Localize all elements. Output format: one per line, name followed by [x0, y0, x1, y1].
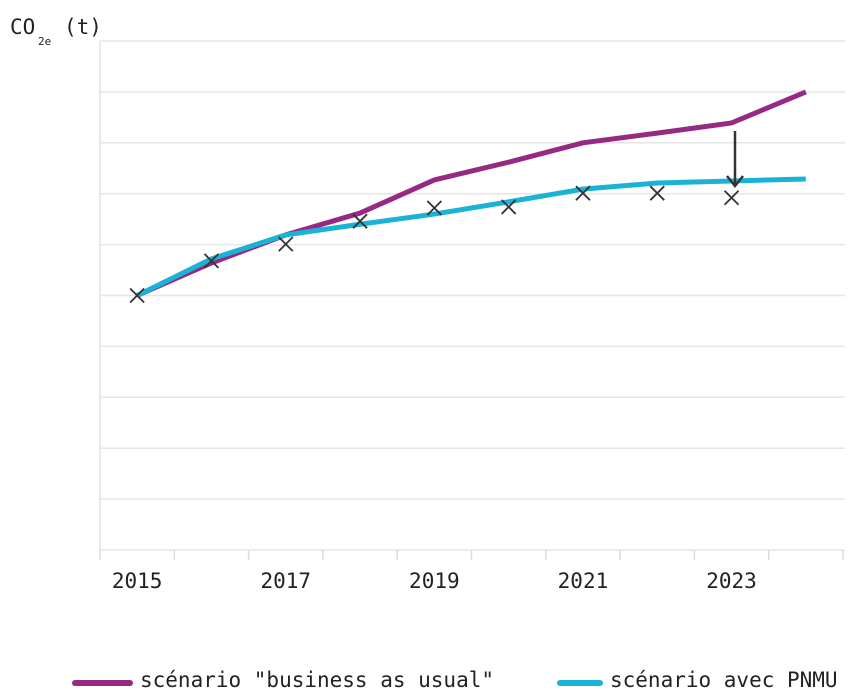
y-axis-title: CO 2e (t): [10, 15, 102, 48]
data-point: [649, 185, 665, 201]
x-tick-label: 2015: [112, 569, 163, 593]
annotation-arrow: [726, 131, 744, 189]
data-point: [501, 199, 517, 215]
y-label-sub: 2e: [38, 35, 51, 48]
data-point: [278, 236, 294, 252]
data-point: [426, 200, 442, 216]
data-point: [723, 190, 740, 206]
data-point: [129, 287, 145, 304]
data-point: [203, 253, 220, 269]
legend-label: scénario avec PNMU: [610, 668, 838, 692]
legend-label: scénario "business as usual": [140, 668, 494, 692]
data-point: [575, 185, 591, 201]
x-tick-label: 2017: [260, 569, 311, 593]
x-tick-label: 2019: [409, 569, 460, 593]
x-tick-label: 2023: [706, 569, 757, 593]
y-label-unit: (t): [64, 15, 102, 39]
data-point: [352, 213, 368, 229]
y-label-main: CO: [10, 15, 35, 39]
x-tick-label: 2021: [558, 569, 609, 593]
series-line: [136, 176, 806, 298]
